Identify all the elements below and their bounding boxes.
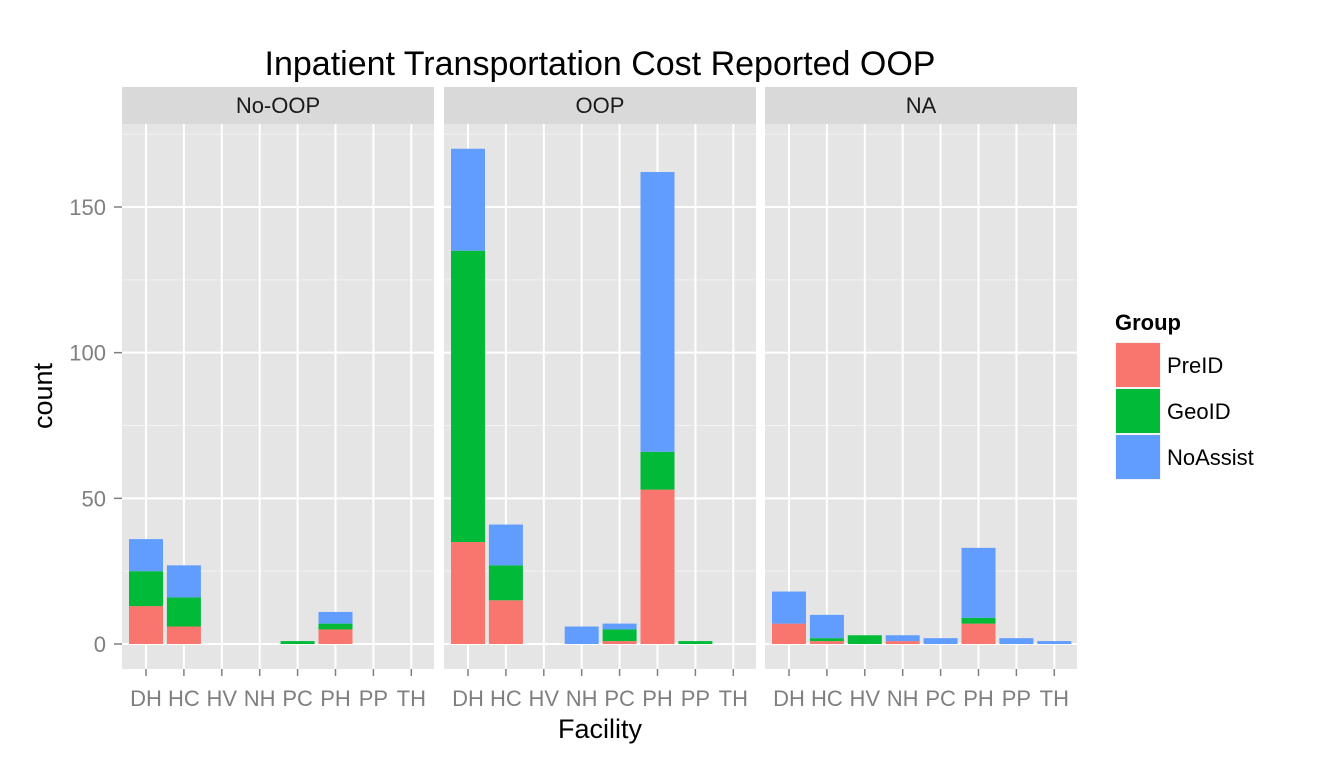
legend-key-geoid — [1116, 389, 1160, 433]
bar-preid-ph — [318, 629, 353, 644]
panel-background — [765, 124, 1077, 669]
x-tick-label: NH — [244, 686, 276, 711]
legend-label-geoid: GeoID — [1167, 399, 1231, 424]
bar-noassist-hc — [166, 565, 201, 598]
bar-geoid-dh — [451, 250, 485, 543]
x-tick-label: NH — [566, 686, 598, 711]
x-tick-label: DH — [452, 686, 484, 711]
x-tick-label: PC — [282, 686, 313, 711]
y-tick-label: 100 — [69, 341, 106, 366]
x-tick-label: TH — [397, 686, 426, 711]
x-tick-label: PC — [925, 686, 956, 711]
facet-strip — [444, 87, 756, 124]
bar-geoid-pp — [678, 641, 713, 644]
bar-geoid-pc — [602, 629, 637, 642]
facet-strip-label: No-OOP — [236, 93, 320, 118]
bar-noassist-pc — [602, 623, 637, 630]
bar-geoid-hc — [166, 597, 201, 627]
x-tick-label: HC — [168, 686, 200, 711]
x-tick-label: TH — [719, 686, 748, 711]
y-tick-label: 50 — [82, 486, 106, 511]
bar-geoid-pc — [280, 641, 315, 644]
x-tick-label: PP — [681, 686, 710, 711]
bar-noassist-dh — [451, 148, 485, 251]
bar-noassist-pc — [923, 638, 958, 644]
legend: Group PreID GeoID NoAssist — [1115, 310, 1254, 480]
x-tick-label: PC — [604, 686, 635, 711]
legend-label-preid: PreID — [1167, 353, 1223, 378]
bar-preid-nh — [885, 641, 920, 644]
facet-strip-label: OOP — [576, 93, 625, 118]
y-tick-label: 150 — [69, 195, 106, 220]
x-tick-label: NH — [887, 686, 919, 711]
chart-title: Inpatient Transportation Cost Reported O… — [265, 45, 936, 83]
bar-noassist-ph — [318, 611, 353, 624]
x-tick-label: HC — [490, 686, 522, 711]
x-tick-label: HC — [811, 686, 843, 711]
bar-noassist-nh — [564, 626, 599, 644]
panel-oop: OOP DH HC HV NH PC PH PP TH — [444, 87, 756, 711]
legend-key-noassist — [1116, 435, 1160, 479]
bar-preid-dh — [772, 623, 806, 644]
bar-noassist-th — [1037, 641, 1072, 644]
y-tick-label: 0 — [94, 632, 106, 657]
bar-noassist-hc — [809, 614, 844, 639]
bar-geoid-ph — [318, 623, 353, 630]
bar-geoid-hv — [847, 635, 882, 644]
bar-geoid-ph — [640, 451, 675, 490]
bar-preid-dh — [129, 606, 163, 644]
x-tick-label: DH — [130, 686, 162, 711]
bar-geoid-ph — [961, 617, 996, 624]
bar-noassist-dh — [772, 591, 806, 624]
bar-geoid-dh — [129, 571, 163, 607]
bar-noassist-ph — [961, 547, 996, 618]
bar-noassist-hc — [488, 524, 523, 566]
x-tick-label: PP — [359, 686, 388, 711]
y-axis: 0 50 100 150 — [69, 195, 122, 657]
bar-preid-hc — [166, 626, 201, 644]
bar-noassist-pp — [999, 638, 1034, 644]
bar-geoid-hc — [488, 565, 523, 601]
x-tick-label: HV — [850, 686, 881, 711]
bar-noassist-nh — [885, 635, 920, 642]
x-tick-label: PH — [320, 686, 351, 711]
bar-preid-ph — [961, 623, 996, 644]
x-axis-label: Facility — [558, 714, 643, 744]
panel-no-oop: No-OOP DH HC HV NH PC PH PP TH — [122, 87, 434, 711]
facet-strip — [765, 87, 1077, 124]
bar-preid-pc — [602, 641, 637, 644]
x-tick-label: PH — [963, 686, 994, 711]
y-axis-label: count — [28, 362, 58, 429]
bar-noassist-dh — [129, 539, 163, 572]
legend-label-noassist: NoAssist — [1167, 445, 1254, 470]
bar-preid-hc — [488, 600, 523, 644]
panel-na: NA DH HC HV NH PC PH PP TH — [765, 87, 1077, 711]
x-tick-label: DH — [773, 686, 805, 711]
bar-preid-dh — [451, 542, 485, 644]
x-tick-label: PH — [642, 686, 673, 711]
bar-geoid-hc — [809, 638, 844, 642]
bar-noassist-ph — [640, 172, 675, 452]
bar-preid-hc — [809, 641, 844, 644]
x-tick-label: TH — [1040, 686, 1069, 711]
x-tick-label: HV — [207, 686, 238, 711]
x-tick-label: HV — [529, 686, 560, 711]
bar-preid-ph — [640, 489, 675, 644]
legend-title: Group — [1115, 310, 1181, 335]
facet-strip-label: NA — [906, 93, 937, 118]
facet-strip — [122, 87, 434, 124]
x-tick-label: PP — [1002, 686, 1031, 711]
legend-key-preid — [1116, 343, 1160, 387]
